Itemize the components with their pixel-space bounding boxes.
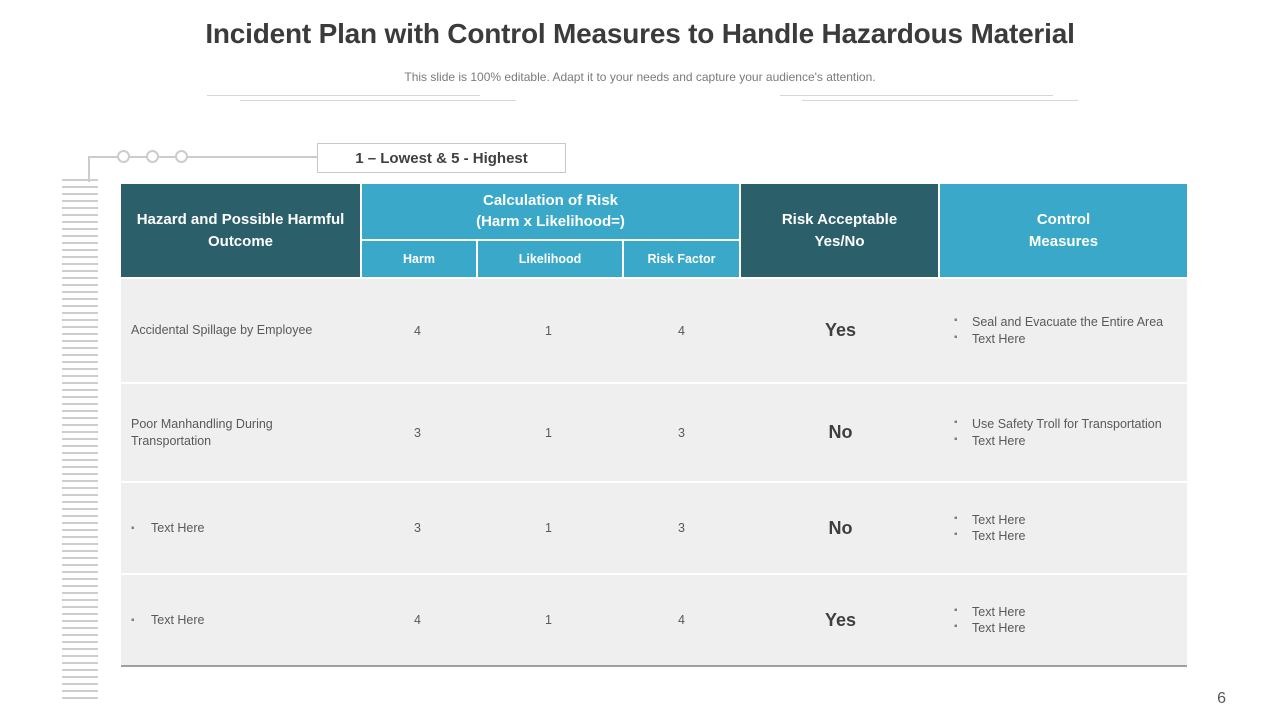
control-measure-item: Text Here [952,528,1026,544]
control-measures-cell: Seal and Evacuate the Entire AreaText He… [940,279,1187,382]
subtitle-underline-right-2 [802,100,1078,101]
control-measure-item: Seal and Evacuate the Entire Area [952,314,1163,330]
risk-acceptable-cell: No [828,517,853,538]
subtitle-underline-right-1 [780,95,1053,96]
header-risk-acceptable: Risk Acceptable Yes/No [741,184,940,277]
risk-factor-value-cell: 3 [678,521,685,535]
header-control-line2: Measures [1028,232,1099,250]
hazard-cell: Text Here [121,483,360,573]
page-number: 6 [1217,690,1226,707]
risk-acceptable-cell: No [828,422,853,442]
table-header-row: Hazard and Possible Harmful Outcome Calc… [121,184,1187,277]
connector-vertical-line [88,156,90,182]
spiral-binding-decoration [62,179,98,701]
subheader-likelihood: Likelihood [476,240,622,277]
risk-factor-value-cell: 4 [678,613,685,627]
header-calculation-group: Calculation of Risk (Harm x Likelihood=)… [360,184,741,277]
control-measure-item: Text Here [952,331,1163,347]
hazard-cell: Text Here [121,575,360,665]
likelihood-value-cell: 1 [545,521,552,535]
control-measures-list: Use Safety Troll for TransportationText … [952,416,1162,449]
harm-value-cell: 4 [414,613,421,627]
likelihood-value-cell: 1 [545,613,552,627]
rating-scale-legend: 1 – Lowest & 5 - Highest [317,143,566,173]
connector-circle-icon [117,150,130,163]
table-body: Accidental Spillage by Employee 4 1 4 Ye… [121,277,1187,665]
control-measures-list: Text HereText Here [952,512,1026,545]
header-calculation-line2: (Harm x Likelihood=) [476,213,625,231]
risk-acceptable-cell: Yes [824,609,857,630]
slide-title: Incident Plan with Control Measures to H… [205,18,1075,49]
header-control-measures: Control Measures [940,184,1187,277]
subheader-risk-factor: Risk Factor [622,240,739,277]
header-calculation-of-risk: Calculation of Risk (Harm x Likelihood=) [362,184,739,239]
risk-assessment-table: Hazard and Possible Harmful Outcome Calc… [121,184,1187,667]
header-risk-acceptable-line2: Yes/No [814,232,865,250]
control-measures-list: Text HereText Here [952,604,1026,637]
risk-acceptable-cell: Yes [824,320,857,340]
likelihood-value-cell: 1 [545,425,552,440]
connector-circle-icon [175,150,188,163]
header-risk-acceptable-line1: Risk Acceptable [781,210,898,228]
table-row: Accidental Spillage by Employee 4 1 4 Ye… [121,277,1187,382]
hazard-cell: Accidental Spillage by Employee [131,323,313,338]
likelihood-value-cell: 1 [545,323,552,338]
control-measure-item: Use Safety Troll for Transportation [952,416,1162,432]
control-measures-cell: Text HereText Here [940,575,1187,665]
control-measures-cell: Text HereText Here [940,483,1187,573]
control-measures-cell: Use Safety Troll for TransportationText … [940,384,1187,481]
control-measure-item: Text Here [952,512,1026,528]
header-control-line1: Control [1036,210,1091,228]
table-row: Text Here 4 1 4 Yes Text HereText Here [121,573,1187,665]
header-calculation-line1: Calculation of Risk [482,192,619,210]
slide-subtitle: This slide is 100% editable. Adapt it to… [404,70,876,84]
harm-value-cell: 3 [414,425,421,440]
control-measure-item: Text Here [952,620,1026,636]
control-measures-list: Seal and Evacuate the Entire AreaText He… [952,314,1163,347]
connector-horizontal-line [88,156,317,158]
subheader-row: Harm Likelihood Risk Factor [362,238,739,277]
harm-value-cell: 4 [414,323,421,338]
connector-circle-icon [146,150,159,163]
hazard-cell: Poor Manhandling During Transportation [131,417,273,448]
control-measure-item: Text Here [952,604,1026,620]
risk-factor-value-cell: 4 [678,323,685,338]
harm-value-cell: 3 [414,521,421,535]
control-measure-item: Text Here [952,433,1162,449]
header-hazard: Hazard and Possible Harmful Outcome [121,184,360,277]
table-row: Poor Manhandling During Transportation 3… [121,382,1187,481]
risk-factor-value-cell: 3 [678,425,685,440]
subtitle-underline-left-2 [240,100,516,101]
subheader-harm: Harm [362,240,476,277]
subtitle-underline-left-1 [207,95,480,96]
table-row: Text Here 3 1 3 No Text HereText Here [121,481,1187,573]
